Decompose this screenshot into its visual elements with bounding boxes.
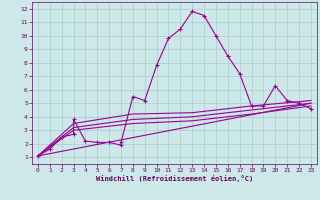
X-axis label: Windchill (Refroidissement éolien,°C): Windchill (Refroidissement éolien,°C)	[96, 175, 253, 182]
